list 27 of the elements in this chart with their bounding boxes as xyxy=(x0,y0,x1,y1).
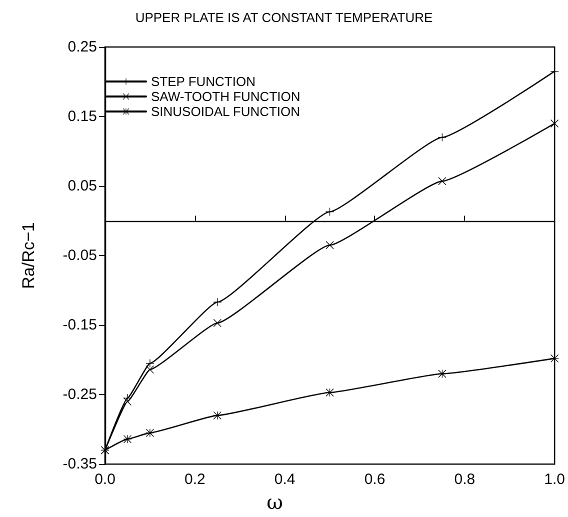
x-axis-title: ω xyxy=(266,490,283,514)
x-tick-label: 0.2 xyxy=(184,471,206,488)
x-tick-label: 0.8 xyxy=(454,471,476,488)
x-tick-label: 1.0 xyxy=(544,471,566,488)
x-tick-label: 0.4 xyxy=(274,471,296,488)
legend-label: SAW-TOOTH FUNCTION xyxy=(151,89,300,104)
y-tick-label: -0.05 xyxy=(62,247,97,264)
x-tick-label: 0.6 xyxy=(364,471,386,488)
point xyxy=(213,411,222,420)
y-tick-label: -0.25 xyxy=(62,386,97,404)
legend-label: STEP FUNCTION xyxy=(151,74,256,89)
legend-label: SINUSOIDAL FUNCTION xyxy=(151,104,300,119)
y-tick-label: 0.05 xyxy=(68,178,97,195)
chart-title: UPPER PLATE IS AT CONSTANT TEMPERATURE xyxy=(135,10,434,25)
point xyxy=(146,428,154,437)
y-tick-label: -0.35 xyxy=(62,456,97,473)
y-tick-label: -0.15 xyxy=(62,316,97,334)
y-axis-title: Ra/Rc−1 xyxy=(19,222,38,289)
point xyxy=(550,119,559,128)
y-tick-label: 0.15 xyxy=(68,108,97,126)
point xyxy=(123,435,132,444)
point xyxy=(326,241,334,250)
point xyxy=(326,388,334,396)
point xyxy=(146,359,154,368)
y-tick-label: 0.25 xyxy=(68,38,97,56)
x-tick-label: 0.0 xyxy=(94,471,116,488)
point xyxy=(213,318,222,327)
